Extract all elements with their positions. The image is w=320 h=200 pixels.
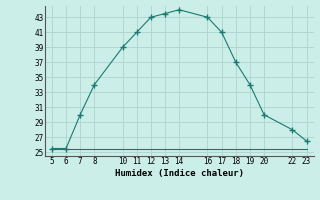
X-axis label: Humidex (Indice chaleur): Humidex (Indice chaleur) xyxy=(115,169,244,178)
